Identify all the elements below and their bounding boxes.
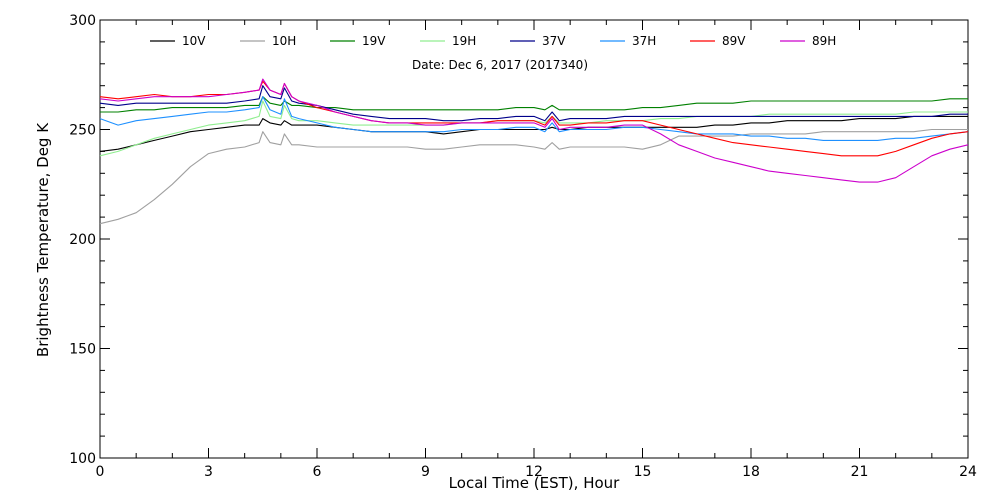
legend-label-37v: 37V <box>542 34 566 48</box>
legend-label-10v: 10V <box>182 34 206 48</box>
series-line-89h <box>99 78 969 183</box>
legend-label-37h: 37H <box>632 34 656 48</box>
legend-label-19h: 19H <box>452 34 476 48</box>
x-tick-label: 24 <box>959 464 977 480</box>
legend: 10V 10H 19V 19H 37V 37H 89V 89H <box>150 34 836 48</box>
axis-ticks: 0 3 6 9 12 15 18 21 24 100 150 200 250 300 <box>69 13 977 480</box>
plot-frame <box>99 19 969 459</box>
series-layer <box>99 78 969 225</box>
x-tick-label: 9 <box>421 464 430 480</box>
series-line-37v <box>99 85 968 122</box>
legend-label-10h: 10H <box>272 34 296 48</box>
y-axis-label: Brightness Temperature, Deg K <box>34 122 52 357</box>
y-tick-label: 250 <box>69 123 96 139</box>
x-tick-label: 18 <box>742 464 760 480</box>
legend-label-89v: 89V <box>722 34 746 48</box>
chart-title: Date: Dec 6, 2017 (2017340) <box>412 58 588 72</box>
series-line-10v <box>99 115 968 152</box>
x-tick-label: 3 <box>204 464 213 480</box>
y-tick-label: 100 <box>69 451 96 467</box>
series-line-19h <box>99 100 968 157</box>
x-axis-label: Local Time (EST), Hour <box>449 474 620 492</box>
x-tick-label: 21 <box>851 464 869 480</box>
x-tick-label: 12 <box>525 464 543 480</box>
series-line-37h <box>99 96 969 141</box>
x-tick-label: 15 <box>634 464 652 480</box>
series-line-10h <box>99 128 968 225</box>
series-line-89v <box>99 80 969 157</box>
y-tick-label: 300 <box>69 13 96 29</box>
x-tick-label: 0 <box>96 464 105 480</box>
series-line-19v <box>100 96 968 113</box>
y-tick-label: 200 <box>69 232 96 248</box>
legend-label-89h: 89H <box>812 34 836 48</box>
legend-label-19v: 19V <box>362 34 386 48</box>
y-tick-label: 150 <box>69 342 96 358</box>
x-tick-label: 6 <box>313 464 322 480</box>
